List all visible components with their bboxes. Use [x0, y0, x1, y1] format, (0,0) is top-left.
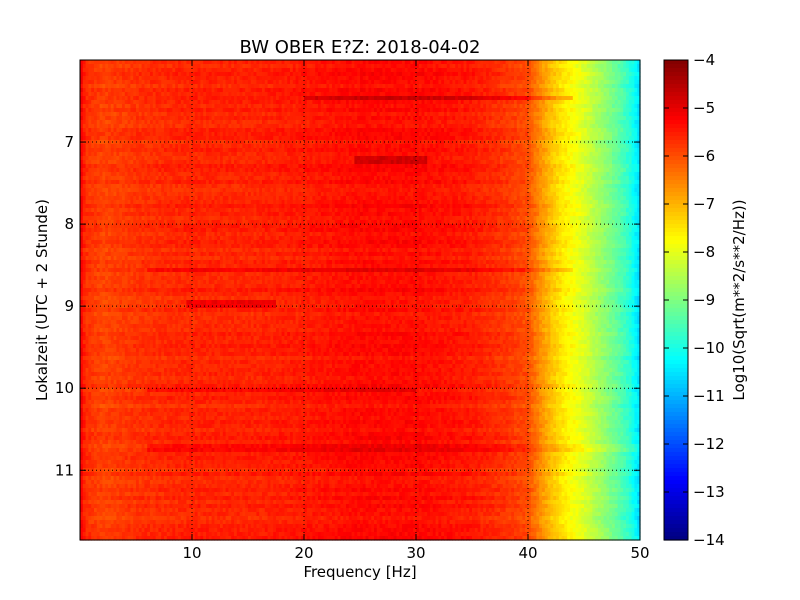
spectrogram-chart: 10 20 30 40 507891011 −4−5−6−7−8−9−10−11−12−…: [0, 0, 800, 600]
